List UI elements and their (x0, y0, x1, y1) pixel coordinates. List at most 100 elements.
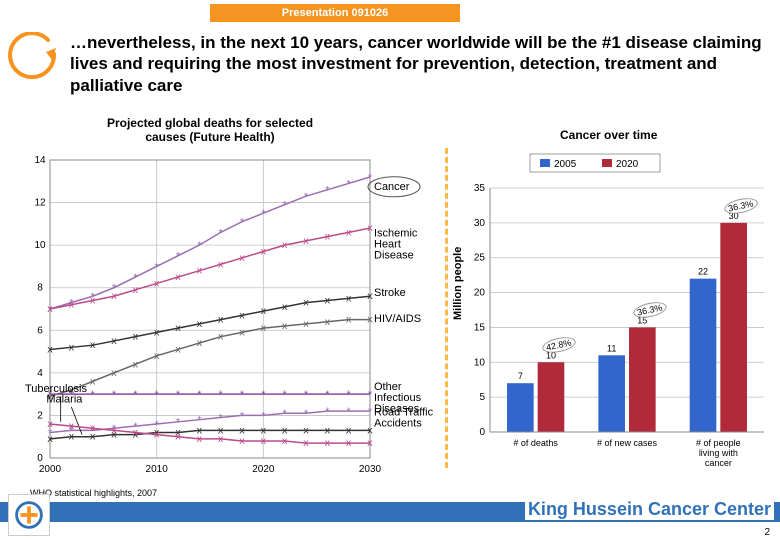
presentation-banner: Presentation 091026 (210, 4, 460, 22)
svg-text:x: x (260, 323, 266, 334)
svg-text:x: x (282, 425, 288, 436)
left-chart-title: Projected global deaths for selected cau… (90, 116, 330, 144)
svg-text:2005: 2005 (554, 159, 577, 170)
svg-text:x: x (367, 315, 373, 326)
svg-text:*: * (112, 389, 117, 401)
svg-text:x: x (90, 340, 96, 351)
svg-text:living with: living with (699, 448, 738, 458)
svg-text:Tuberculosis: Tuberculosis (25, 383, 87, 395)
svg-text:*: * (325, 406, 330, 418)
svg-text:x: x (111, 368, 117, 379)
svg-text:x: x (346, 293, 352, 304)
svg-text:*: * (240, 389, 245, 401)
svg-text:x: x (324, 425, 330, 436)
svg-text:x: x (154, 327, 160, 338)
svg-text:x: x (111, 336, 117, 347)
svg-text:8: 8 (37, 283, 43, 294)
svg-text:x: x (324, 317, 330, 328)
svg-text:x: x (367, 425, 373, 436)
svg-text:*: * (325, 389, 330, 401)
svg-text:x: x (218, 315, 224, 326)
svg-text:*: * (219, 389, 224, 401)
svg-text:x: x (282, 302, 288, 313)
svg-text:10: 10 (474, 357, 486, 368)
svg-text:x: x (47, 419, 53, 430)
svg-text:4: 4 (37, 368, 43, 379)
svg-text:*: * (197, 389, 202, 401)
svg-text:25: 25 (474, 253, 486, 264)
svg-text:cancer: cancer (705, 458, 732, 468)
svg-text:x: x (346, 438, 352, 449)
svg-text:x: x (196, 338, 202, 349)
svg-text:x: x (154, 351, 160, 362)
svg-text:*: * (304, 408, 309, 420)
svg-text:# of deaths: # of deaths (513, 438, 558, 448)
curve-arrow-icon (8, 32, 64, 88)
svg-text:x: x (196, 319, 202, 330)
svg-text:x: x (132, 332, 138, 343)
svg-text:x: x (132, 427, 138, 438)
svg-text:x: x (132, 359, 138, 370)
svg-text:x: x (68, 432, 74, 443)
svg-text:*: * (176, 389, 181, 401)
svg-text:2: 2 (37, 410, 43, 421)
svg-text:Disease: Disease (374, 250, 414, 262)
svg-text:x: x (303, 319, 309, 330)
svg-text:x: x (346, 227, 352, 238)
svg-text:*: * (240, 217, 245, 229)
svg-text:x: x (260, 306, 266, 317)
svg-text:7: 7 (518, 371, 523, 381)
svg-text:# of people: # of people (696, 438, 741, 448)
svg-text:Stroke: Stroke (374, 287, 406, 299)
svg-text:x: x (303, 298, 309, 309)
svg-text:x: x (367, 438, 373, 449)
svg-text:x: x (260, 247, 266, 258)
svg-text:x: x (175, 272, 181, 283)
svg-text:x: x (346, 425, 352, 436)
svg-text:x: x (218, 332, 224, 343)
svg-text:x: x (239, 253, 245, 264)
svg-text:5: 5 (479, 392, 485, 403)
svg-text:x: x (367, 223, 373, 234)
svg-text:Malaria: Malaria (46, 394, 83, 406)
svg-text:22: 22 (698, 267, 708, 277)
svg-text:*: * (176, 251, 181, 263)
svg-text:x: x (282, 321, 288, 332)
svg-text:*: * (368, 389, 373, 401)
svg-text:x: x (324, 232, 330, 243)
svg-text:x: x (324, 438, 330, 449)
svg-text:*: * (325, 185, 330, 197)
svg-text:2000: 2000 (39, 464, 62, 475)
svg-text:x: x (111, 425, 117, 436)
svg-text:Accidents: Accidents (374, 417, 422, 429)
svg-text:*: * (283, 389, 288, 401)
svg-text:x: x (154, 430, 160, 441)
svg-text:x: x (68, 300, 74, 311)
svg-text:x: x (175, 344, 181, 355)
svg-text:x: x (132, 285, 138, 296)
svg-text:*: * (368, 406, 373, 418)
svg-text:*: * (197, 240, 202, 252)
page-number: 2 (764, 527, 770, 538)
svg-text:x: x (239, 310, 245, 321)
svg-text:*: * (261, 208, 266, 220)
svg-text:x: x (260, 436, 266, 447)
svg-text:*: * (304, 191, 309, 203)
svg-text:x: x (282, 436, 288, 447)
svg-text:*: * (155, 389, 160, 401)
svg-text:# of new cases: # of new cases (597, 438, 658, 448)
svg-text:*: * (347, 389, 352, 401)
svg-text:x: x (47, 304, 53, 315)
svg-text:x: x (196, 266, 202, 277)
svg-text:15: 15 (474, 322, 486, 333)
svg-text:*: * (304, 389, 309, 401)
chart-divider (445, 148, 448, 468)
svg-text:2010: 2010 (146, 464, 169, 475)
svg-text:*: * (91, 389, 96, 401)
svg-text:2020: 2020 (252, 464, 275, 475)
svg-text:35: 35 (474, 183, 486, 194)
svg-text:*: * (347, 406, 352, 418)
svg-text:14: 14 (34, 155, 46, 166)
svg-text:x: x (111, 291, 117, 302)
svg-text:x: x (239, 425, 245, 436)
